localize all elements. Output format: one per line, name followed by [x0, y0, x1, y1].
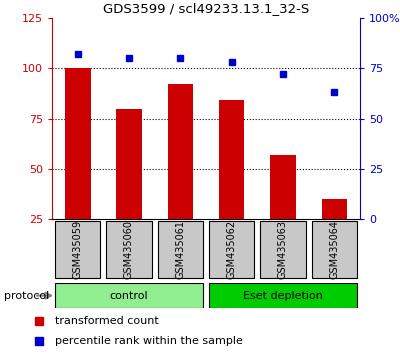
Text: GSM435060: GSM435060 — [124, 220, 134, 279]
Text: protocol: protocol — [4, 291, 49, 301]
Bar — [322, 199, 347, 219]
Title: GDS3599 / scl49233.13.1_32-S: GDS3599 / scl49233.13.1_32-S — [103, 2, 309, 15]
Bar — [106, 221, 152, 278]
Bar — [158, 221, 203, 278]
Text: percentile rank within the sample: percentile rank within the sample — [55, 336, 243, 346]
Bar — [209, 283, 357, 308]
Text: GSM435059: GSM435059 — [73, 220, 83, 279]
Text: control: control — [110, 291, 148, 301]
Text: GSM435061: GSM435061 — [175, 220, 185, 279]
Bar — [270, 155, 296, 219]
Bar — [260, 221, 306, 278]
Text: GSM435063: GSM435063 — [278, 220, 288, 279]
Bar — [116, 108, 142, 219]
Bar — [65, 68, 90, 219]
Text: transformed count: transformed count — [55, 316, 159, 326]
Bar — [219, 101, 244, 219]
Bar — [209, 221, 254, 278]
Bar — [168, 84, 193, 219]
Text: Eset depletion: Eset depletion — [243, 291, 323, 301]
Text: GSM435064: GSM435064 — [329, 220, 339, 279]
Bar — [55, 221, 100, 278]
Text: GSM435062: GSM435062 — [227, 220, 237, 279]
Bar — [55, 283, 203, 308]
Bar — [312, 221, 357, 278]
